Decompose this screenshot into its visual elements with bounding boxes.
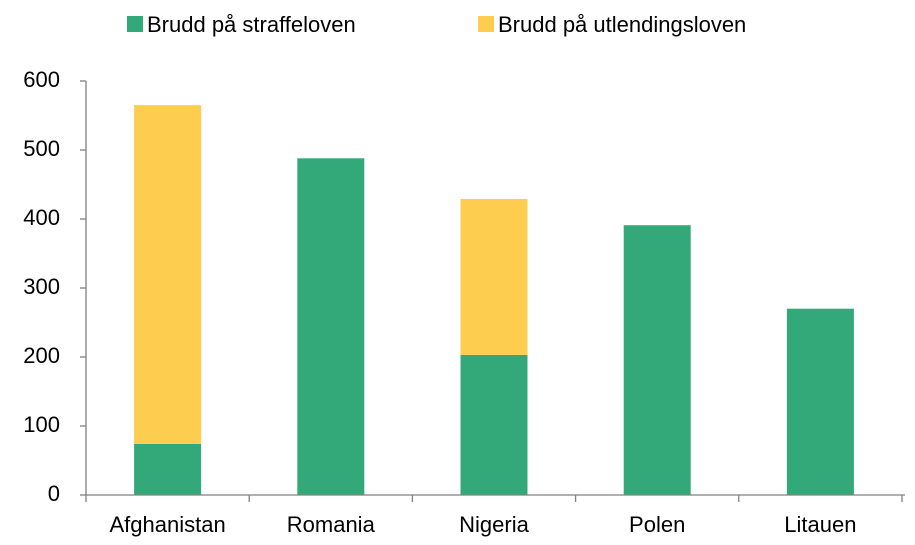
x-tick-label: Romania [287,512,376,537]
legend-label: Brudd på straffeloven [147,12,356,37]
y-tick-label: 100 [23,412,60,437]
bar [460,198,528,355]
bar [623,225,691,495]
legend-label: Brudd på utlendingsloven [498,12,746,37]
x-tick-label: Litauen [784,512,856,537]
x-tick-label: Polen [629,512,685,537]
x-tick-label: Nigeria [459,512,529,537]
bar [786,308,854,495]
y-tick-label: 300 [23,274,60,299]
x-tick-label: Afghanistan [109,512,225,537]
legend-swatch [127,16,143,32]
y-tick-label: 600 [23,67,60,92]
y-tick-label: 500 [23,136,60,161]
bar [297,158,365,495]
bar [134,443,202,495]
y-tick-label: 200 [23,343,60,368]
bar [134,105,202,444]
bar [460,354,528,495]
y-tick-label: 0 [48,481,60,506]
legend-swatch [478,16,494,32]
y-tick-label: 400 [23,205,60,230]
